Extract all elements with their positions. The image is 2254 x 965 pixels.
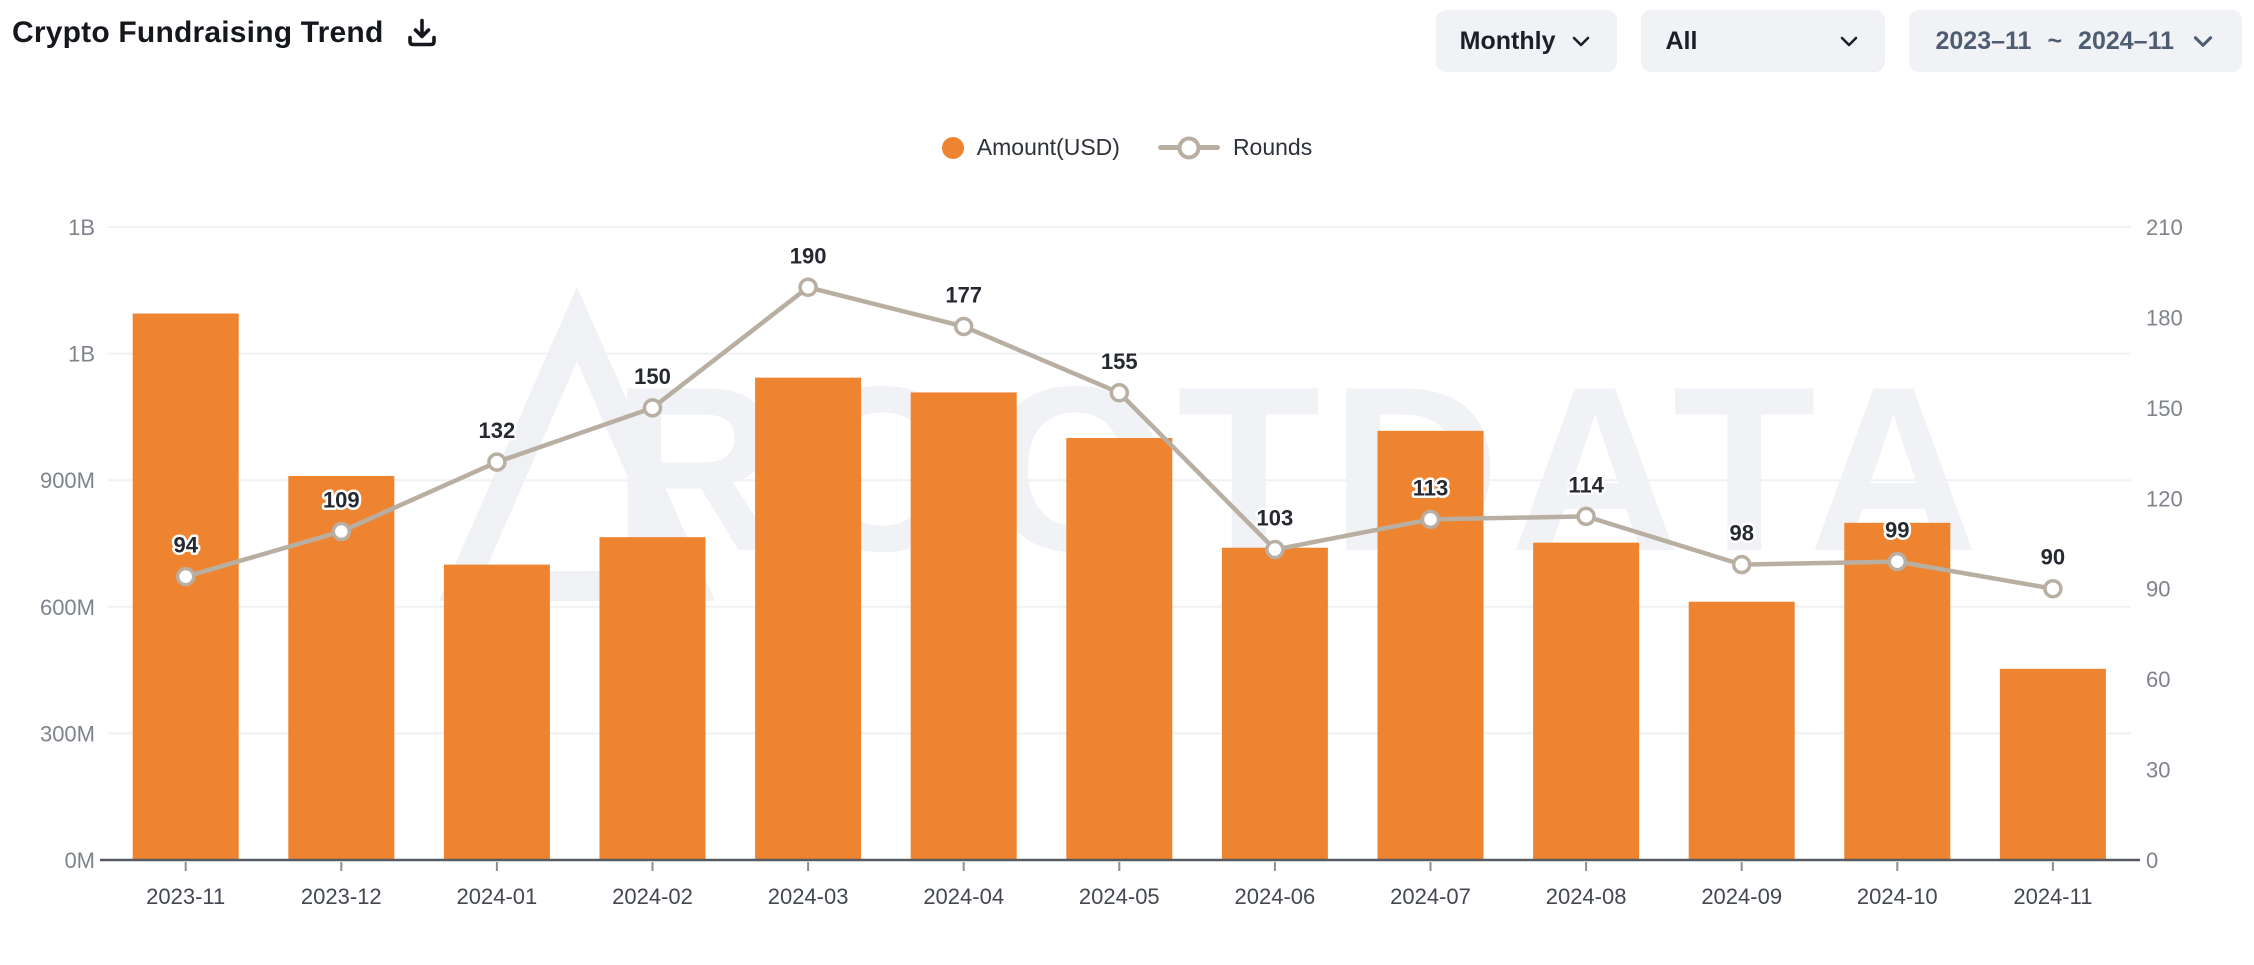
rounds-value-2023-12: 109: [323, 487, 360, 512]
x-label-2024-01: 2024-01: [457, 884, 538, 909]
page-title: Crypto Fundraising Trend: [12, 16, 384, 49]
download-button[interactable]: [403, 14, 441, 52]
chart-legend: Amount(USD) Rounds: [0, 134, 2254, 161]
rounds-point-2024-02[interactable]: [642, 398, 663, 418]
bar-2024-06[interactable]: [1221, 547, 1328, 860]
svg-text:90: 90: [2146, 577, 2170, 602]
rounds-point-2023-12[interactable]: [331, 521, 352, 542]
bar-2024-02[interactable]: [599, 537, 706, 860]
rounds-value-2024-09: 98: [1729, 521, 1753, 546]
rounds-point-2024-04[interactable]: [953, 316, 974, 337]
rounds-point-2024-05[interactable]: [1109, 383, 1130, 403]
bar-2023-11[interactable]: [132, 313, 239, 860]
bar-2024-08[interactable]: [1533, 542, 1640, 860]
period-select[interactable]: Monthly: [1435, 10, 1618, 72]
x-label-2023-11: 2023-11: [146, 884, 225, 909]
svg-text:300M: 300M: [40, 721, 95, 746]
rounds-value-2024-02: 150: [634, 364, 671, 389]
download-icon: [408, 18, 437, 47]
date-range-start: 2023–11: [1935, 26, 2032, 55]
bar-2024-04[interactable]: [910, 392, 1017, 860]
header: Crypto Fundraising Trend: [12, 14, 441, 52]
chevron-down-icon: [1573, 36, 1590, 47]
legend-label-rounds: Rounds: [1232, 134, 1313, 160]
rounds-point-2024-03[interactable]: [798, 277, 818, 298]
rounds-points: [175, 277, 2063, 599]
legend-item-rounds[interactable]: Rounds: [1157, 134, 1313, 161]
bar-2024-03[interactable]: [755, 377, 862, 860]
x-label-2023-12: 2023-12: [301, 884, 382, 909]
amount-bars: [132, 313, 2106, 860]
bar-2024-09[interactable]: [1688, 601, 1795, 860]
rounds-point-2024-01[interactable]: [487, 452, 507, 472]
svg-text:30: 30: [2146, 758, 2170, 783]
svg-text:180: 180: [2146, 305, 2183, 330]
legend-item-amount[interactable]: Amount(USD): [941, 134, 1120, 161]
x-label-2024-07: 2024-07: [1390, 884, 1471, 909]
controls: Monthly All 2023–11 ~ 2024–11: [1435, 10, 2242, 72]
rounds-point-2024-10[interactable]: [1887, 551, 1908, 572]
rounds-point-2024-09[interactable]: [1731, 554, 1752, 575]
chevron-down-icon: [1841, 36, 1858, 47]
rounds-point-2024-08[interactable]: [1576, 506, 1596, 527]
x-label-2024-06: 2024-06: [1235, 884, 1316, 909]
category-select[interactable]: All: [1641, 10, 1886, 72]
x-label-2024-02: 2024-02: [612, 884, 693, 909]
rounds-value-labels: 94 109 132 150 190 177 155 103 113 114 98 99 90: [171, 241, 2068, 572]
rounds-point-2023-11[interactable]: [175, 566, 196, 587]
svg-text:600M: 600M: [40, 595, 95, 620]
svg-text:0M: 0M: [64, 848, 95, 873]
rounds-value-2024-07: 113: [1413, 475, 1449, 500]
right-axis-labels: 0 30 60 90 120 150 180 210: [2146, 215, 2183, 873]
svg-text:120: 120: [2146, 486, 2183, 511]
x-label-2024-05: 2024-05: [1079, 884, 1160, 909]
svg-text:1B: 1B: [68, 215, 95, 240]
svg-text:0: 0: [2146, 848, 2158, 873]
chevron-down-icon: [2193, 36, 2213, 47]
date-range-end: 2024–11: [2078, 26, 2174, 55]
category-value: All: [1665, 26, 1698, 55]
x-axis: 2023-11 2023-12 2024-01 2024-02 2024-03 2024-…: [100, 858, 2140, 909]
rounds-value-2024-04: 177: [945, 282, 982, 307]
svg-text:1B: 1B: [68, 342, 95, 367]
x-label-2024-03: 2024-03: [768, 884, 849, 909]
x-label-2024-09: 2024-09: [1701, 884, 1782, 909]
rounds-value-2024-03: 190: [790, 243, 827, 268]
bar-2024-07[interactable]: [1377, 430, 1484, 860]
rounds-point-2024-07[interactable]: [1420, 509, 1441, 530]
rounds-value-2024-06: 103: [1257, 506, 1294, 531]
x-label-2024-04: 2024-04: [923, 884, 1004, 909]
rounds-value-2024-01: 132: [479, 418, 516, 443]
rounds-point-2024-06[interactable]: [1265, 539, 1285, 560]
rounds-legend-swatch-icon: [1157, 136, 1220, 159]
rounds-value-2024-11: 90: [2041, 545, 2065, 570]
amount-legend-swatch-icon: [941, 136, 964, 159]
x-label-2024-11: 2024-11: [2013, 884, 2092, 909]
legend-label-amount: Amount(USD): [976, 134, 1120, 160]
rounds-point-2024-11[interactable]: [2043, 578, 2063, 599]
svg-text:60: 60: [2146, 667, 2170, 692]
bar-2024-11[interactable]: [1999, 668, 2106, 860]
rounds-value-2024-05: 155: [1101, 349, 1138, 374]
svg-text:900M: 900M: [40, 468, 95, 493]
bar-2024-01[interactable]: [443, 564, 550, 860]
svg-text:210: 210: [2146, 215, 2183, 240]
svg-text:150: 150: [2146, 396, 2183, 421]
period-value: Monthly: [1459, 26, 1556, 55]
bar-2024-10[interactable]: [1844, 522, 1951, 860]
bar-2024-05[interactable]: [1066, 438, 1173, 860]
x-label-2024-08: 2024-08: [1546, 884, 1627, 909]
rounds-value-2024-10: 99: [1885, 518, 1909, 543]
x-label-2024-10: 2024-10: [1857, 884, 1938, 909]
date-range-separator: ~: [2047, 26, 2063, 55]
date-range-picker[interactable]: 2023–11 ~ 2024–11: [1909, 10, 2242, 72]
rounds-value-2023-11: 94: [173, 533, 198, 558]
rounds-value-2024-08: 114: [1568, 472, 1604, 497]
left-axis-labels: 0M 300M 600M 900M 1B 1B: [40, 215, 95, 873]
